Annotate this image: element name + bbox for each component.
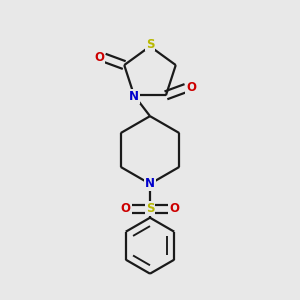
Text: O: O	[170, 202, 180, 215]
Text: S: S	[146, 202, 154, 215]
Text: O: O	[120, 202, 130, 215]
Text: N: N	[145, 177, 155, 190]
Text: S: S	[146, 38, 154, 50]
Text: N: N	[129, 90, 139, 103]
Text: O: O	[94, 51, 104, 64]
Text: O: O	[186, 82, 196, 94]
